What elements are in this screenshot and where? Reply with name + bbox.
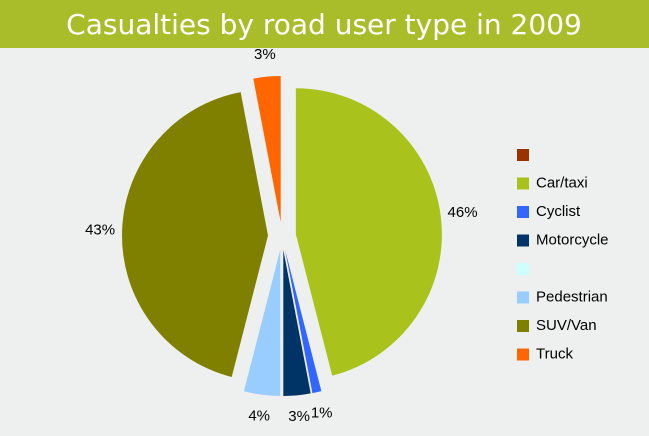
data-label: 1% bbox=[311, 405, 333, 422]
legend-label: Pedestrian bbox=[536, 288, 608, 305]
pie-slice bbox=[243, 249, 281, 396]
legend-label: SUV/Van bbox=[536, 317, 597, 334]
data-label: 3% bbox=[288, 408, 310, 425]
legend-swatch bbox=[517, 320, 529, 332]
legend-label: Motorcycle bbox=[536, 231, 609, 248]
pie-slice bbox=[253, 76, 281, 223]
chart-title: Casualties by road user type in 2009 bbox=[66, 8, 582, 41]
legend-label: Truck bbox=[536, 345, 573, 362]
title-bar bbox=[0, 0, 649, 48]
legend-swatch bbox=[517, 348, 529, 361]
legend-swatch bbox=[517, 234, 529, 247]
pie-slice bbox=[285, 249, 322, 394]
legend-swatch bbox=[517, 291, 529, 304]
data-label: 43% bbox=[85, 221, 115, 238]
legend-label: Car/taxi bbox=[536, 174, 588, 191]
legend-swatch bbox=[517, 177, 529, 190]
pie-slice bbox=[295, 88, 442, 376]
pie-slice bbox=[122, 92, 269, 377]
legend-label: Cyclist bbox=[536, 203, 581, 220]
pie-slice bbox=[283, 249, 311, 396]
data-label: 3% bbox=[254, 46, 276, 63]
legend-swatch bbox=[517, 263, 529, 275]
legend-swatch bbox=[517, 149, 529, 161]
data-label: 46% bbox=[448, 204, 478, 221]
legend-swatch bbox=[517, 206, 529, 218]
data-label: 4% bbox=[248, 408, 270, 425]
